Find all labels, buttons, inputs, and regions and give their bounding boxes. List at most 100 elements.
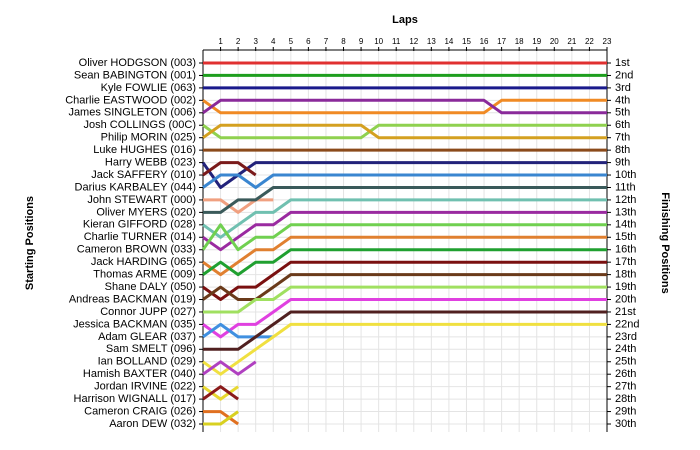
x-tick-label: 2 [236, 37, 241, 46]
race-line [202, 260, 607, 301]
driver-label: Harry WEBB (023) [105, 156, 196, 168]
y2-tick-label: 1st [615, 57, 630, 69]
x-tick-label: 3 [253, 37, 258, 46]
race-line [202, 360, 257, 376]
race-line [203, 410, 239, 426]
x-axis-title: Laps [392, 14, 418, 26]
race-line [202, 322, 607, 376]
driver-label: Connor JUPP (027) [100, 306, 196, 318]
driver-label: James SINGLETON (006) [68, 107, 196, 119]
y2-tick-label: 5th [615, 107, 630, 119]
race-line [202, 98, 607, 115]
y2-tick-label: 14th [615, 219, 636, 231]
y2-tick-label: 24th [615, 343, 636, 355]
y2-tick-label: 9th [615, 156, 630, 168]
y2-tick-label: 10th [615, 169, 636, 181]
driver-label: Oliver MYERS (020) [96, 206, 196, 218]
y2-tick-label: 20th [615, 293, 636, 305]
driver-label: Oliver HODGSON (003) [79, 57, 196, 69]
race-line [202, 273, 607, 301]
driver-label: Luke HUGHES (016) [93, 144, 196, 156]
x-tick-label: 7 [324, 37, 329, 46]
y2-tick-label: 2nd [615, 69, 633, 81]
y2-tick-label: 6th [615, 119, 630, 131]
x-tick-label: 11 [392, 37, 401, 46]
y2-tick-label: 28th [615, 393, 636, 405]
y2-tick-label: 11th [615, 181, 636, 193]
x-tick-label: 10 [374, 37, 383, 46]
race-line [202, 385, 239, 401]
x-tick-label: 14 [444, 37, 453, 46]
driver-label: Shane DALY (050) [105, 281, 196, 293]
race-line [202, 385, 239, 401]
x-tick-label: 9 [359, 37, 364, 46]
y2-tick-label: 27th [615, 381, 636, 393]
y2-tick-label: 3rd [615, 82, 631, 94]
y2-tick-label: 13th [615, 206, 636, 218]
race-line [202, 123, 607, 140]
x-tick-label: 13 [427, 37, 436, 46]
x-tick-label: 18 [515, 37, 524, 46]
y-axis-title: Starting Positions [24, 196, 36, 290]
x-tick-label: 1 [218, 37, 223, 46]
x-tick-label: 15 [462, 37, 471, 46]
driver-label: Jordan IRVINE (022) [94, 381, 196, 393]
y2-tick-label: 7th [615, 132, 630, 144]
y2-tick-label: 12th [615, 194, 636, 206]
y2-tick-label: 21st [615, 306, 636, 318]
driver-label: Charlie EASTWOOD (002) [65, 94, 196, 106]
y2-axis-title: Finishing Positions [659, 192, 671, 293]
x-tick-label: 20 [550, 37, 559, 46]
race-line [203, 285, 607, 314]
x-tick-label: 8 [341, 37, 346, 46]
driver-label: Thomas ARME (009) [93, 269, 196, 281]
race-line [202, 98, 607, 115]
race-line [202, 298, 607, 339]
race-line [201, 223, 607, 252]
x-tick-label: 6 [306, 37, 311, 46]
y2-tick-label: 23rd [615, 331, 637, 343]
x-tick-label: 5 [289, 37, 294, 46]
race-line [203, 310, 607, 351]
driver-label: Aaron DEW (032) [109, 418, 196, 430]
x-tick-label: 21 [567, 37, 576, 46]
driver-label: Andreas BACKMAN (019) [69, 293, 196, 305]
driver-label: Sean BABINGTON (001) [74, 69, 196, 81]
y2-tick-label: 4th [615, 94, 630, 106]
race-line [202, 235, 607, 277]
race-line [202, 210, 607, 252]
driver-label: Ian BOLLAND (029) [98, 356, 196, 368]
race-line [202, 161, 257, 177]
driver-label: Jack HARDING (065) [91, 256, 196, 268]
x-tick-label: 23 [603, 37, 612, 46]
driver-label: Kyle FOWLIE (063) [101, 82, 196, 94]
driver-label: Sam SMELT (096) [106, 343, 196, 355]
race-line [203, 186, 607, 214]
y2-tick-label: 29th [615, 405, 636, 417]
y2-tick-label: 22nd [615, 318, 639, 330]
driver-label: Philip MORIN (025) [101, 132, 196, 144]
y2-tick-label: 18th [615, 269, 636, 281]
y2-tick-label: 17th [615, 256, 636, 268]
driver-label: Cameron CRAIG (026) [84, 405, 196, 417]
x-tick-label: 16 [480, 37, 489, 46]
driver-label: Harrison WIGNALL (017) [74, 393, 196, 405]
driver-label: Cameron BROWN (033) [77, 244, 196, 256]
driver-label: Darius KARBALEY (044) [75, 181, 196, 193]
race-line [202, 123, 607, 140]
y2-tick-label: 26th [615, 368, 636, 380]
y2-tick-label: 15th [615, 231, 636, 243]
race-line [202, 198, 607, 239]
driver-label: Charlie TURNER (014) [84, 231, 196, 243]
driver-label: Josh COLLINGS (00C) [84, 119, 196, 131]
x-tick-label: 12 [409, 37, 418, 46]
driver-label: John STEWART (000) [87, 194, 196, 206]
driver-label: Kieran GIFFORD (028) [83, 219, 196, 231]
x-tick-label: 17 [497, 37, 506, 46]
y2-tick-label: 19th [615, 281, 636, 293]
race-line [201, 161, 607, 189]
x-tick-label: 19 [532, 37, 541, 46]
y2-tick-label: 8th [615, 144, 630, 156]
x-tick-label: 22 [585, 37, 594, 46]
